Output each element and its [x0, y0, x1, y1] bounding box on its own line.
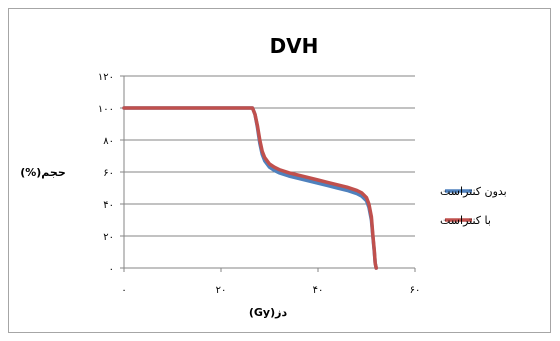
legend-label-2: با کنتراست	[440, 214, 491, 227]
x-tick-label: ۶۰	[410, 285, 421, 296]
legend: بدون کنتراست با کنتراست	[440, 185, 507, 227]
y-tick-label: ۱۲۰	[98, 72, 114, 83]
chart-title: DVH	[270, 34, 319, 58]
x-tick-label: ۲۰	[216, 285, 227, 296]
y-tick-label: ۱۰۰	[98, 104, 114, 115]
y-tick-label: ۸۰	[103, 136, 114, 147]
y-tick-label: ۶۰	[103, 168, 114, 179]
y-tick-label: ۴۰	[103, 200, 114, 211]
series-lines	[122, 106, 378, 270]
y-tick-label: ۰	[109, 264, 114, 275]
x-axis-title: دز(Gy)	[249, 306, 288, 319]
chart-frame: DVH ۰ ۲۰ ۴۰ ۶۰ ۸۰ ۱۰۰ ۱۲۰ ۰ ۲۰ ۴۰ ۶۰ حجم(%) دز(Gy…	[8, 8, 551, 333]
y-axis-title: حجم(%)	[20, 166, 66, 179]
y-tick-label: ۲۰	[103, 232, 114, 243]
series-line-2	[122, 106, 378, 270]
series-line-1	[122, 106, 378, 270]
x-tick-label: ۴۰	[313, 285, 324, 296]
legend-label-1: بدون کنتراست	[440, 185, 507, 198]
axes	[120, 75, 416, 272]
x-tick-label: ۰	[121, 285, 126, 296]
dvh-chart: DVH ۰ ۲۰ ۴۰ ۶۰ ۸۰ ۱۰۰ ۱۲۰ ۰ ۲۰ ۴۰ ۶۰ حجم(%) دز(Gy…	[20, 34, 507, 319]
y-tick-labels: ۰ ۲۰ ۴۰ ۶۰ ۸۰ ۱۰۰ ۱۲۰	[98, 72, 114, 275]
x-tick-labels: ۰ ۲۰ ۴۰ ۶۰	[121, 285, 420, 296]
